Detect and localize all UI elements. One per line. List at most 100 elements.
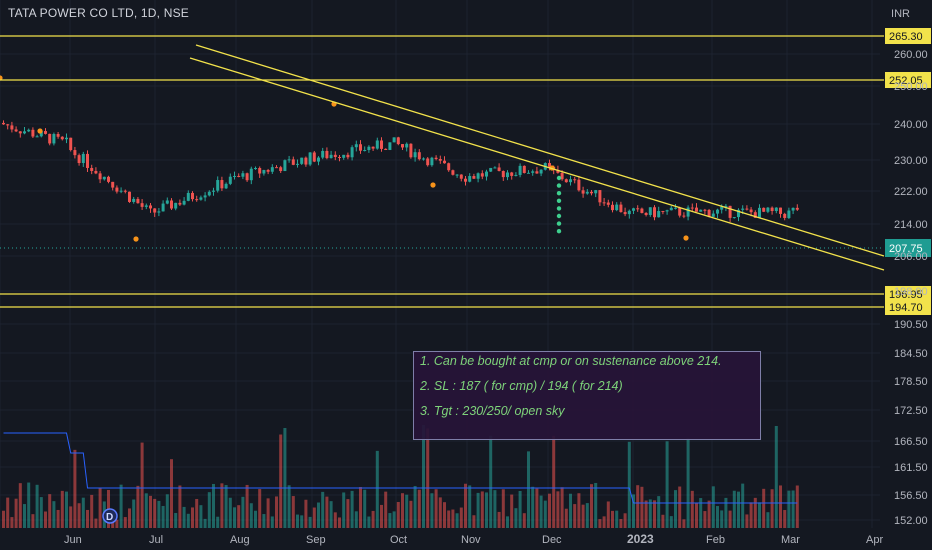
candle-body — [119, 190, 123, 192]
time-axis[interactable]: Jun Jul Aug Sep Oct Nov Dec 2023 Feb Mar Apr — [64, 532, 883, 546]
volume-bar — [443, 502, 446, 528]
volume-bar — [569, 493, 572, 528]
candle-body — [531, 171, 535, 173]
candle-body — [539, 169, 543, 174]
volume-bar — [312, 507, 316, 528]
candle-body — [787, 210, 791, 218]
candle-body — [716, 209, 719, 214]
time-tick-label: Nov — [461, 534, 481, 546]
candle-body — [111, 181, 115, 188]
candle-body — [6, 124, 10, 126]
candle-body — [380, 140, 383, 149]
candle-body — [766, 207, 770, 212]
volume-bar — [254, 510, 257, 528]
volume-bar — [737, 491, 740, 528]
volume-bar — [195, 498, 199, 528]
volume-bar — [283, 428, 287, 528]
candle-body — [132, 198, 136, 202]
volume-bar — [548, 493, 551, 528]
volume-bar — [161, 505, 165, 528]
candle-body — [737, 209, 740, 218]
candle-body — [325, 150, 329, 159]
volume-bar — [128, 508, 131, 528]
volume-bar — [123, 517, 127, 528]
volume-bar — [627, 441, 631, 528]
price-tick-label: 172.50 — [894, 405, 928, 417]
candle-body — [65, 137, 68, 140]
trade-note-box[interactable]: 1. Can be bought at cmp or on sustenance… — [413, 351, 761, 440]
candle-body — [308, 152, 312, 165]
volume-bar — [619, 518, 623, 528]
volume-bar — [384, 491, 388, 528]
price-tick-label: 222.00 — [894, 186, 928, 198]
candle-body — [258, 168, 262, 174]
volume-bar — [325, 496, 329, 528]
volume-bar — [413, 486, 417, 528]
volume-bar — [186, 513, 190, 528]
volume-bar — [472, 515, 476, 528]
candle-body — [560, 172, 564, 180]
volume-bar — [585, 503, 589, 528]
volume-bar — [510, 494, 514, 528]
candle-body — [653, 207, 656, 218]
volume-bar — [77, 503, 81, 528]
candle-body — [401, 144, 404, 148]
last-price-tag — [885, 239, 931, 257]
volume-bar — [371, 510, 375, 528]
volume-bar — [766, 512, 770, 528]
volume-bars — [2, 424, 799, 528]
volume-bar — [60, 490, 64, 528]
candle-body — [254, 168, 257, 170]
volume-bar — [308, 516, 312, 528]
candle-body — [611, 204, 614, 211]
trendlines[interactable] — [189, 44, 885, 271]
candle-body — [287, 159, 291, 161]
candle-body — [140, 203, 144, 207]
level-price-tag — [885, 299, 931, 315]
candle-body — [749, 209, 753, 213]
volume-bar — [212, 483, 215, 528]
volume-bar — [207, 492, 211, 528]
volume-bar — [795, 485, 799, 528]
signal-dot — [556, 191, 562, 196]
volume-bar — [543, 500, 547, 528]
candle-body — [245, 173, 249, 181]
volume-bar — [720, 510, 724, 528]
volume-bar — [359, 487, 362, 528]
level-price-label: 194.70 — [889, 302, 923, 314]
candle-body — [207, 191, 211, 196]
descending-trendline — [195, 44, 885, 257]
price-axis[interactable]: 260.00 250.00 240.00 230.00 222.00 214.00 206.… — [894, 49, 928, 527]
candle-body — [384, 148, 388, 150]
candle-body — [674, 207, 677, 209]
candle-body — [182, 200, 186, 205]
candle-body — [161, 203, 165, 212]
dividend-event-marker[interactable]: D — [102, 508, 118, 524]
candle-body — [695, 207, 698, 212]
signal-dot — [556, 175, 562, 181]
volume-bar — [115, 519, 119, 528]
candle-body — [602, 202, 606, 204]
candle-body — [682, 215, 686, 217]
candle-body — [720, 206, 724, 210]
volume-bar — [249, 503, 253, 528]
volume-bar — [354, 511, 358, 528]
candle-body — [665, 210, 669, 212]
candle-body — [56, 134, 60, 137]
candle-body — [468, 176, 472, 182]
candle-body — [657, 211, 661, 218]
chart-title: TATA POWER CO LTD, 1D, NSE — [8, 6, 189, 20]
volume-bar — [333, 512, 337, 528]
candle-body — [699, 209, 703, 212]
volume-bar — [745, 514, 749, 528]
volume-bar — [455, 513, 459, 528]
candle-body — [354, 144, 358, 148]
volume-bar — [703, 511, 707, 528]
volume-bar — [447, 510, 451, 528]
volume-bar — [191, 507, 194, 528]
volume-bar — [388, 513, 392, 528]
price-tick-label: 240.00 — [894, 119, 928, 131]
volume-bar — [485, 492, 488, 528]
